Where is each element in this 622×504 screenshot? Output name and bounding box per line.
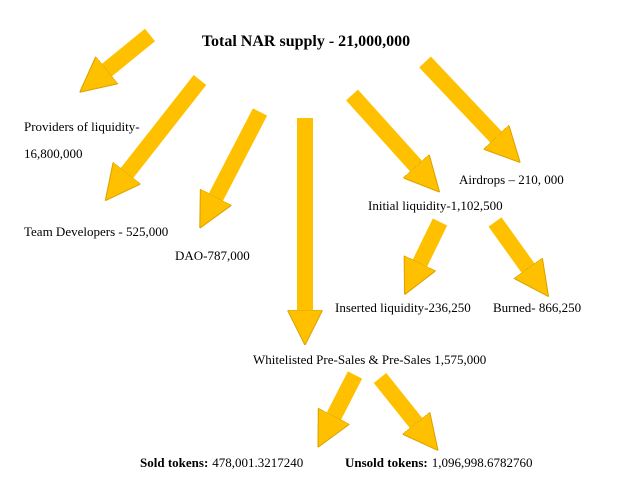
arrow xyxy=(420,218,448,263)
node-label: Whitelisted Pre-Sales & Pre-Sales 1,575,… xyxy=(253,352,486,367)
arrow xyxy=(216,108,268,197)
node-label: DAO-787,000 xyxy=(175,248,250,263)
node-value: 16,800,000 xyxy=(24,146,83,161)
node-label: Team Developers - 525,000 xyxy=(24,224,168,239)
node-label: Providers of liquidity- xyxy=(24,119,140,134)
arrows xyxy=(107,28,528,423)
node-label: Initial liquidity-1,102,500 xyxy=(368,198,503,213)
node-label: Inserted liquidity-236,250 xyxy=(335,300,471,315)
node-label: Burned- 866,250 xyxy=(493,300,581,315)
arrow xyxy=(107,28,156,70)
title: Total NAR supply - 21,000,000 xyxy=(202,33,410,50)
node-label: Sold tokens: xyxy=(140,455,208,470)
node-value: 1,096,998.6782760 xyxy=(432,455,533,470)
node-label: Unsold tokens: xyxy=(345,455,428,470)
arrow xyxy=(488,217,528,268)
node-label: Airdrops – 210, 000 xyxy=(459,172,564,187)
unsold-tokens: Unsold tokens: 1,096,998.6782760 xyxy=(345,455,532,470)
arrow xyxy=(346,89,416,166)
arrow xyxy=(127,75,207,173)
node-value: 478,001.3217240 xyxy=(212,455,303,470)
arrow xyxy=(334,371,363,416)
arrow xyxy=(419,56,496,137)
arrow xyxy=(373,373,416,423)
sold-tokens: Sold tokens: 478,001.3217240 xyxy=(140,455,303,470)
